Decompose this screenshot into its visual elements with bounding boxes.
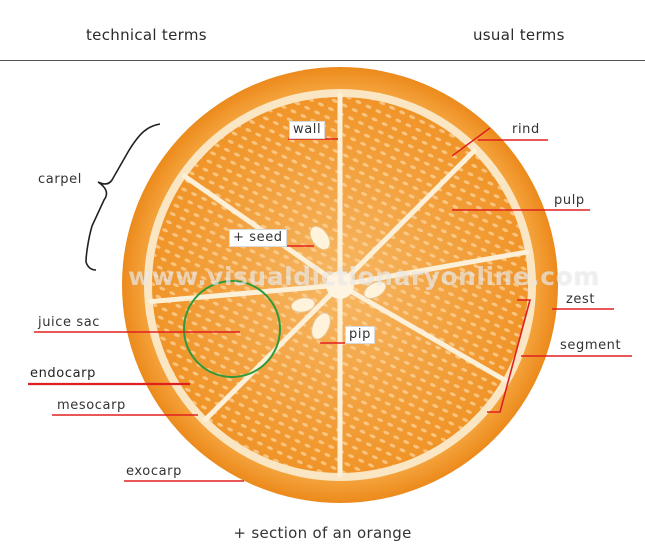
label-segment: segment <box>560 338 622 353</box>
label-wall: wall <box>289 121 326 139</box>
label-endocarp: endocarp <box>30 366 96 381</box>
label-mesocarp: mesocarp <box>57 398 126 413</box>
carpel-brace <box>85 123 161 271</box>
segment-wall-line <box>347 148 477 278</box>
label-seed: + seed <box>229 229 287 247</box>
label-zest: zest <box>566 292 596 307</box>
seed-shape <box>290 297 316 313</box>
segment-wall-line <box>203 292 333 422</box>
leader-lines <box>28 127 632 482</box>
seed-shape <box>309 225 331 251</box>
segment-walls <box>148 92 530 478</box>
label-carpel: carpel <box>38 172 82 187</box>
label-juice-sac: juice sac <box>38 315 101 330</box>
figure-caption: + section of an orange <box>233 524 412 542</box>
orange-core <box>326 271 354 299</box>
seed-shape <box>311 312 331 340</box>
rind-leader-a <box>451 127 491 157</box>
juice-sac-highlight <box>183 280 281 378</box>
seed-shape <box>363 280 387 300</box>
segment-bracket <box>487 299 532 413</box>
segment-wall-line <box>181 173 332 280</box>
usual-terms-heading: usual terms <box>473 26 565 44</box>
header-divider <box>0 60 645 61</box>
segment-wall-line <box>148 283 329 305</box>
label-pulp: pulp <box>554 193 585 208</box>
segment-wall-line <box>351 249 530 286</box>
label-rind: rind <box>512 122 540 137</box>
segment-wall-line <box>349 289 508 383</box>
label-exocarp: exocarp <box>126 464 182 479</box>
label-pip: pip <box>345 326 375 344</box>
watermark-text: www.visualdictionaryonline.com <box>128 262 600 291</box>
technical-terms-heading: technical terms <box>86 26 207 44</box>
